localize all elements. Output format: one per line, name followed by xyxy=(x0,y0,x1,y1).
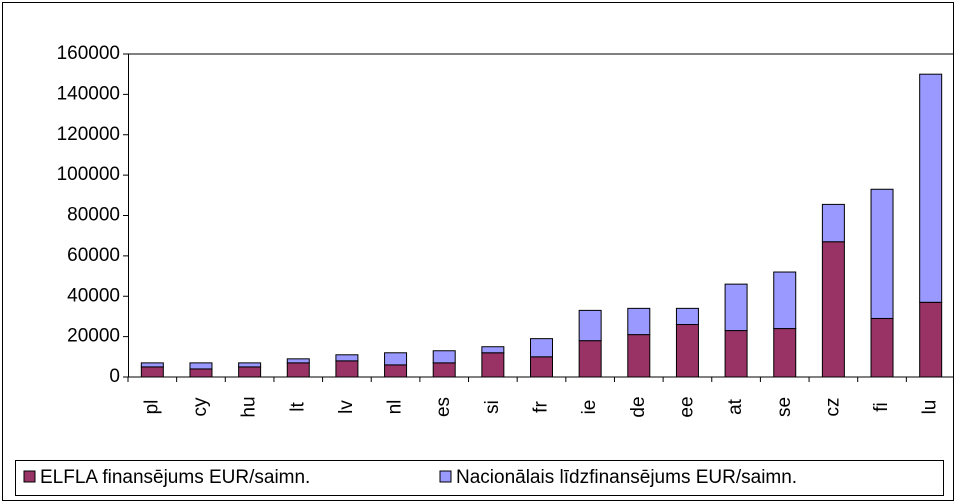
y-tick-label: 80000 xyxy=(67,205,120,226)
bar xyxy=(335,360,359,378)
legend-swatch xyxy=(439,470,452,483)
bar xyxy=(432,362,456,378)
y-tick-label: 140000 xyxy=(57,83,120,104)
bar xyxy=(286,362,310,378)
bar xyxy=(627,334,651,378)
bar xyxy=(870,317,894,378)
bar xyxy=(821,241,845,378)
y-tick-label: 20000 xyxy=(67,326,120,347)
bar xyxy=(481,346,505,354)
bar xyxy=(384,364,408,378)
x-tick-label: pl xyxy=(141,400,162,415)
bar xyxy=(675,324,699,378)
x-tick-label: hu xyxy=(239,396,260,417)
bar xyxy=(530,356,553,378)
bar xyxy=(773,328,797,378)
y-tick-label: 0 xyxy=(109,366,120,387)
x-tick-label: lu xyxy=(920,400,941,415)
y-tick-label: 40000 xyxy=(67,285,120,306)
x-tick-label: lt xyxy=(287,402,308,412)
bar xyxy=(675,307,699,326)
x-tick-label: si xyxy=(482,400,503,414)
x-tick-label: at xyxy=(725,398,746,415)
y-tick-label: 160000 xyxy=(57,43,120,64)
bar xyxy=(140,362,164,368)
x-tick-label: de xyxy=(628,396,649,417)
bar xyxy=(140,366,164,378)
x-tick-label: cy xyxy=(190,397,211,417)
bar xyxy=(870,188,894,319)
bar xyxy=(724,330,748,378)
bar xyxy=(384,352,408,366)
x-tick-label: cz xyxy=(822,398,843,417)
legend-box xyxy=(15,460,944,496)
bar xyxy=(919,73,943,303)
bar xyxy=(724,283,748,332)
plot-area xyxy=(128,53,954,378)
x-tick-label: fr xyxy=(531,401,552,413)
bar xyxy=(189,368,213,378)
x-tick-label: ie xyxy=(579,400,600,415)
legend-label: Nacionālais līdzfinansējums EUR/saimn. xyxy=(456,467,797,488)
legend-label: ELFLA finansējums EUR/saimn. xyxy=(40,467,310,488)
bar xyxy=(821,203,845,243)
legend-swatch xyxy=(23,470,36,483)
x-tick-label: se xyxy=(774,397,795,417)
bar xyxy=(919,301,943,378)
bar xyxy=(238,362,262,368)
bar xyxy=(189,362,213,370)
bar xyxy=(286,358,310,364)
y-tick-label: 60000 xyxy=(67,245,120,266)
y-tick-label: 120000 xyxy=(57,124,120,145)
bar xyxy=(578,340,602,378)
bar xyxy=(530,338,553,358)
x-tick-label: lv xyxy=(336,400,357,414)
bar xyxy=(773,271,797,330)
bar xyxy=(627,307,651,336)
x-tick-label: nl xyxy=(385,400,406,415)
bar xyxy=(432,350,456,364)
bar xyxy=(335,354,359,362)
y-tick-label: 100000 xyxy=(57,164,120,185)
x-tick-label: ee xyxy=(676,396,697,417)
x-tick-label: es xyxy=(433,397,454,417)
bar xyxy=(238,366,262,378)
x-tick-label: fi xyxy=(871,402,892,412)
bar xyxy=(481,352,505,378)
bar xyxy=(578,309,602,342)
